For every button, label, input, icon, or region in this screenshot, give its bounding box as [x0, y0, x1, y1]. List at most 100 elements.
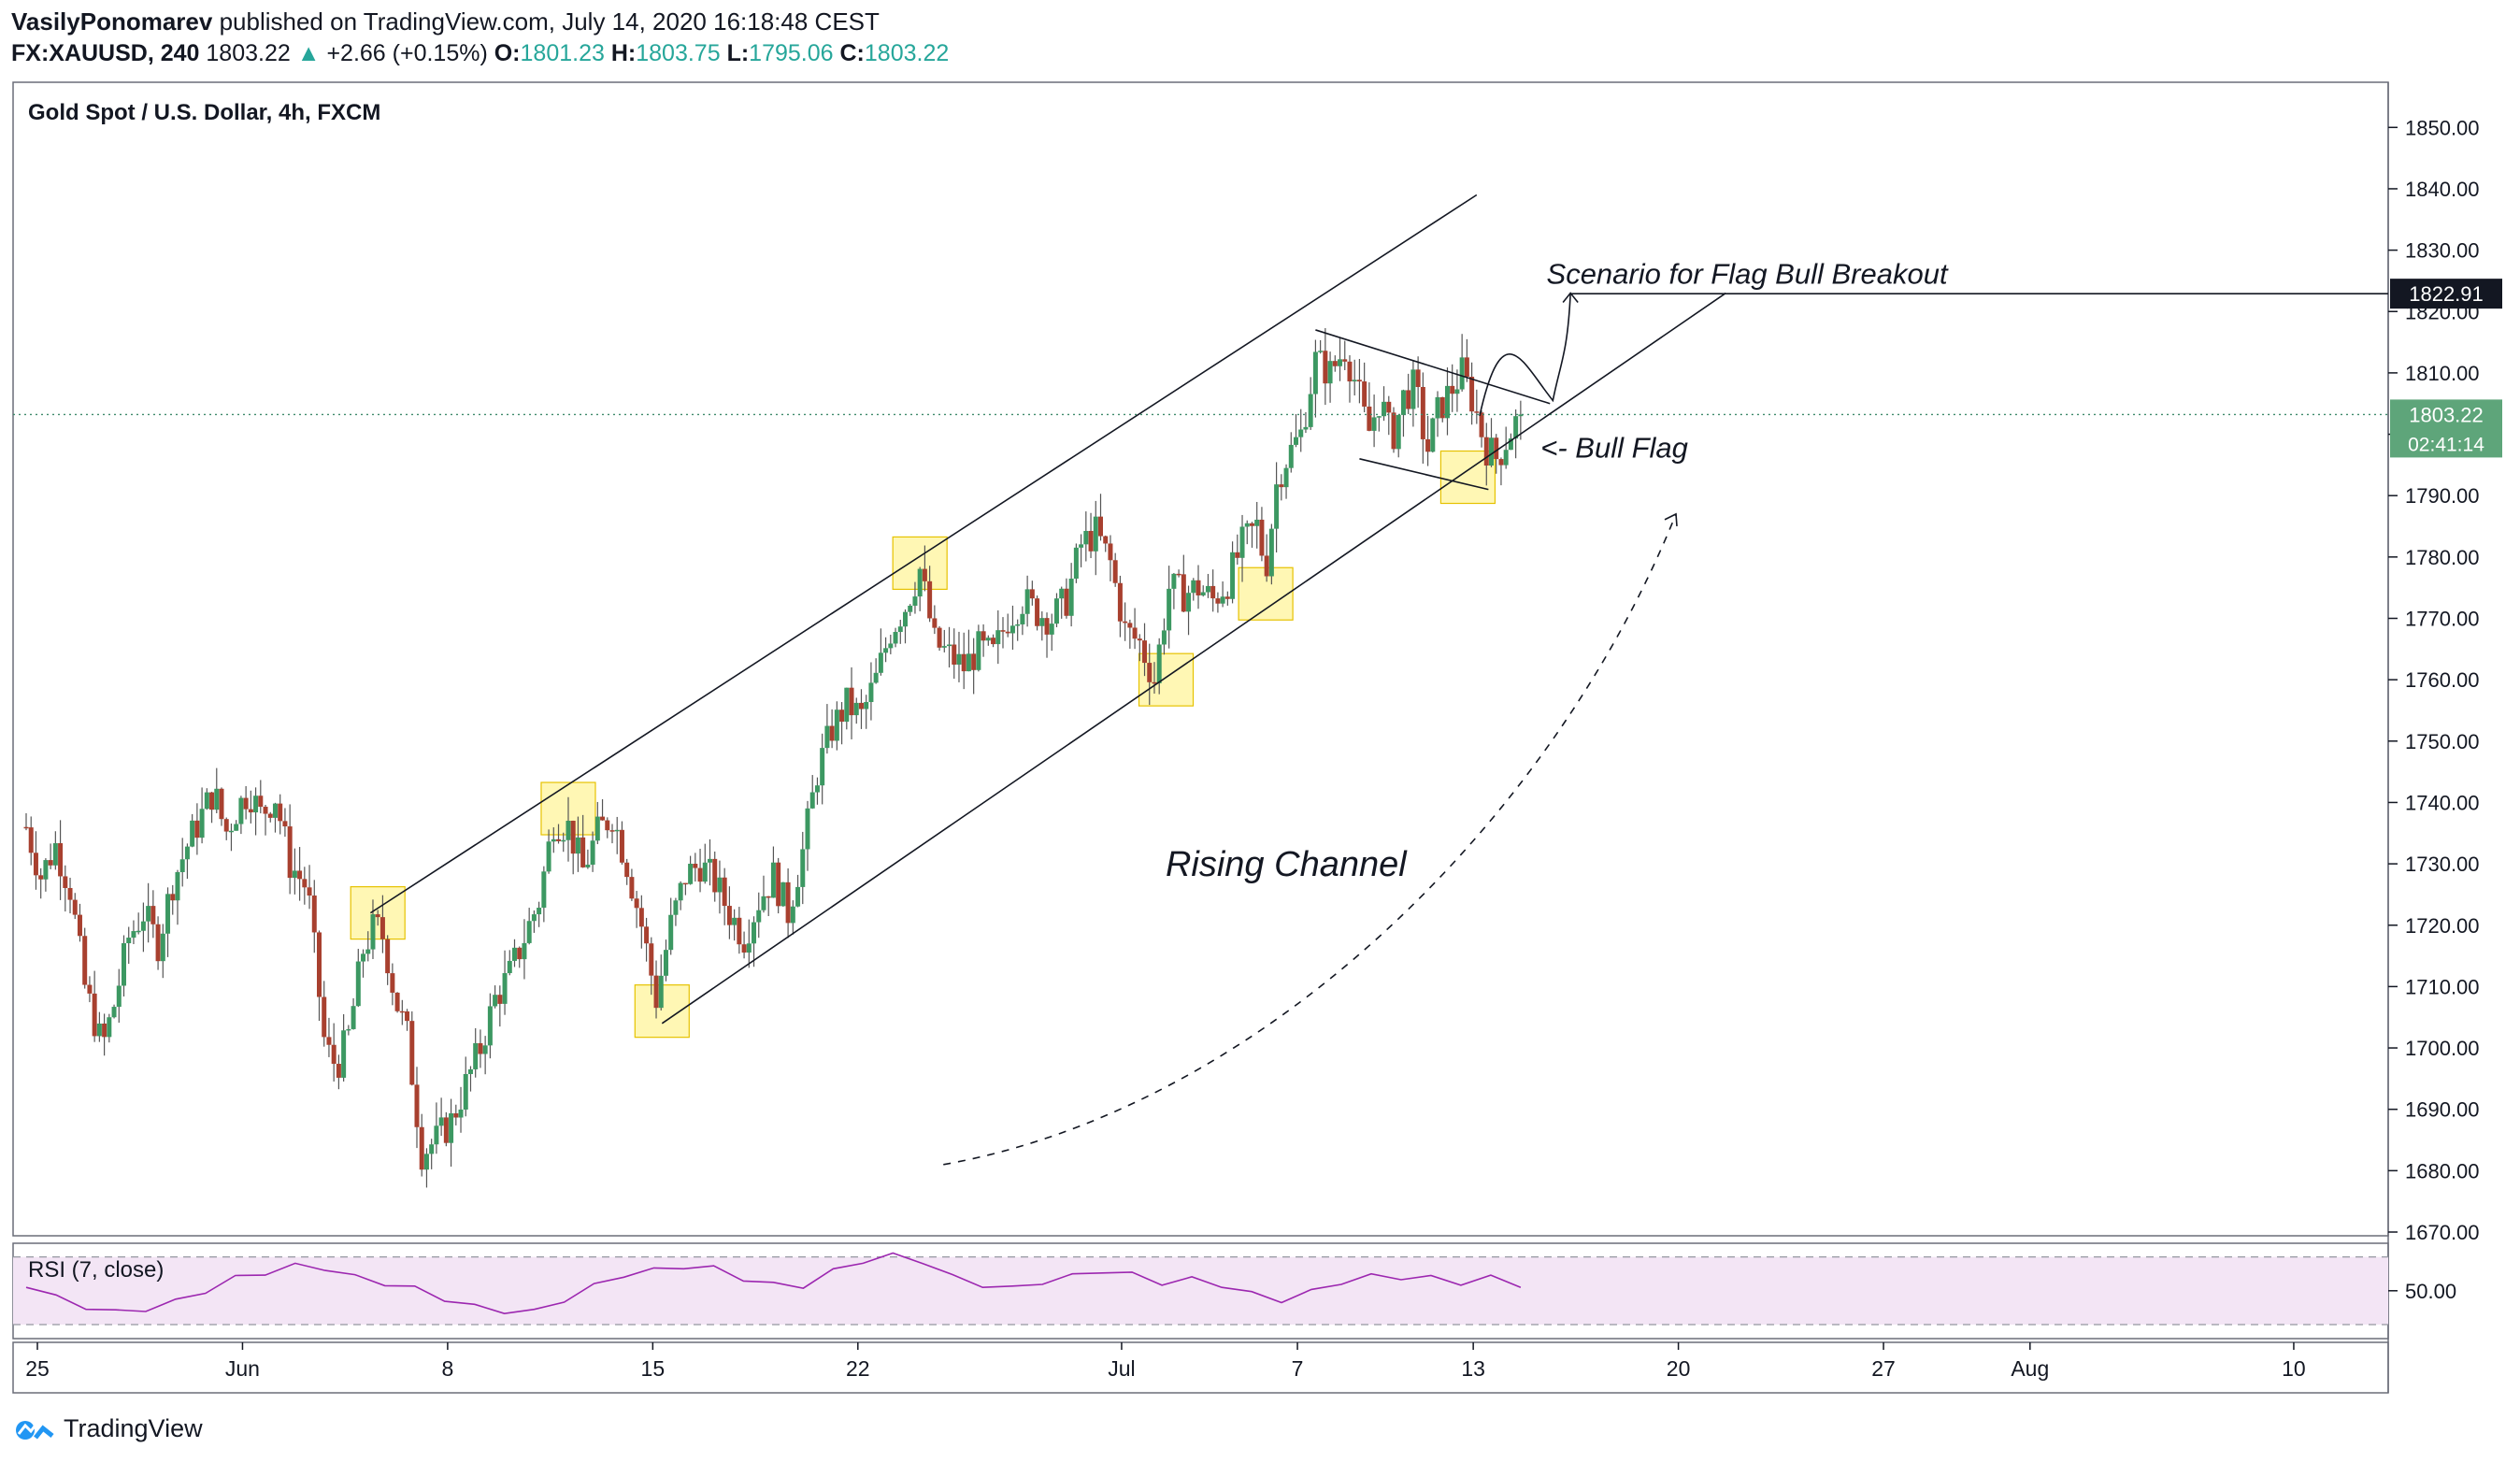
- drawings[interactable]: Scenario for Flag Bull Breakout <- Bull F…: [13, 194, 2388, 1166]
- candle-up: [985, 638, 991, 641]
- candle-up: [1312, 351, 1318, 394]
- candle-up: [1220, 596, 1225, 604]
- time-tick-label: Jul: [1108, 1356, 1135, 1381]
- published-text: published on TradingView.com, July 14, 2…: [219, 7, 880, 36]
- candle-up: [1518, 414, 1524, 417]
- candle-up: [1239, 526, 1245, 558]
- candle-down: [1035, 598, 1040, 626]
- tradingview-brand: TradingView: [64, 1414, 203, 1442]
- candle-down: [322, 996, 327, 1038]
- candle-down: [619, 829, 624, 863]
- candle-up: [878, 652, 883, 673]
- candle-up: [1444, 385, 1450, 419]
- candle-down: [409, 1021, 415, 1085]
- candle-up: [702, 862, 708, 882]
- candle-up: [96, 1023, 102, 1037]
- chart-header: VasilyPonomarev published on TradingView…: [0, 0, 2520, 79]
- candle-up: [370, 914, 376, 950]
- candle-down: [1415, 369, 1421, 387]
- candle-up: [234, 824, 239, 831]
- tradingview-logo[interactable]: TradingView: [15, 1414, 203, 1443]
- author-name[interactable]: VasilyPonomarev: [11, 7, 213, 36]
- candle-down: [1142, 640, 1148, 664]
- price-tick-label: 1840.00: [2405, 178, 2480, 201]
- candle-up: [131, 931, 136, 939]
- candle-up: [1039, 618, 1045, 626]
- open-value: 1801.23: [520, 40, 605, 66]
- chart-frame: [12, 81, 2389, 1394]
- rsi-line: [25, 1252, 1522, 1315]
- tradingview-logo-icon: [16, 1420, 54, 1440]
- high-label: H:: [610, 40, 637, 66]
- price-tick-label: 1690.00: [2405, 1098, 2480, 1122]
- candle-up: [1073, 547, 1079, 579]
- candle-down: [58, 843, 64, 877]
- candle-down: [682, 882, 688, 885]
- candle-down: [331, 1044, 336, 1065]
- candle-up: [1454, 389, 1460, 394]
- candle-up: [770, 862, 776, 898]
- candle-up: [1244, 523, 1250, 527]
- candle-up: [473, 1042, 479, 1069]
- close-value: 1803.22: [864, 40, 950, 66]
- candle-up: [873, 672, 879, 683]
- candle-up: [844, 687, 850, 723]
- candle-down: [326, 1037, 332, 1045]
- candle-down: [981, 631, 986, 641]
- price-tick-label: 1730.00: [2405, 853, 2480, 876]
- candle-down: [379, 917, 385, 939]
- candle-down: [1391, 412, 1396, 450]
- candle-up: [1352, 380, 1357, 382]
- candle-down: [1249, 523, 1254, 526]
- candle-up: [658, 975, 664, 1009]
- time-tick-label: 15: [641, 1356, 666, 1381]
- high-value: 1803.75: [636, 40, 721, 66]
- candle-up: [1186, 593, 1192, 612]
- candle-up: [1318, 351, 1324, 352]
- candle-up: [1020, 613, 1025, 624]
- rsi-title: RSI (7, close): [28, 1257, 164, 1283]
- candle-down: [155, 924, 161, 962]
- candle-down: [390, 973, 395, 993]
- candle-down: [1450, 385, 1455, 394]
- candle-up: [52, 843, 58, 866]
- candle-down: [961, 653, 966, 672]
- candle-up: [522, 942, 527, 960]
- candle-up: [179, 859, 185, 872]
- price-tick-label: 1670.00: [2405, 1221, 2480, 1244]
- candle-down: [1323, 351, 1328, 384]
- flag-upper-line: [1315, 329, 1551, 405]
- candle-up: [449, 1113, 454, 1143]
- symbol-label[interactable]: FX:XAUUSD, 240: [11, 40, 200, 66]
- support-highlight-box: [1138, 652, 1195, 707]
- candle-up: [1327, 361, 1333, 384]
- candle-down: [1224, 596, 1230, 599]
- candle-down: [311, 896, 317, 933]
- candle-up: [1200, 592, 1206, 595]
- price-tick-label: 1710.00: [2405, 975, 2480, 998]
- candle-up: [107, 1017, 112, 1038]
- candle-up: [1274, 484, 1280, 529]
- price-tick-label: 1700.00: [2405, 1037, 2480, 1060]
- candle-up: [947, 644, 952, 647]
- candle-up: [1430, 418, 1436, 452]
- candle-down: [776, 862, 781, 907]
- candle-down: [92, 993, 97, 1037]
- candle-down: [102, 1023, 107, 1038]
- candle-up: [434, 1125, 439, 1145]
- candle-up: [594, 816, 600, 841]
- candle-down: [1425, 438, 1431, 452]
- time-tick-label: 8: [442, 1356, 454, 1381]
- candle-down: [497, 995, 503, 1004]
- candle-down: [77, 914, 82, 937]
- candle-up: [888, 643, 894, 649]
- candle-up: [1024, 589, 1030, 614]
- candle-up: [493, 995, 498, 1007]
- candle-down: [1137, 638, 1142, 641]
- candle-down: [600, 816, 606, 821]
- candle-up: [790, 906, 795, 924]
- candle-up: [756, 910, 762, 923]
- rsi-pane[interactable]: 50.00: [13, 1252, 2456, 1326]
- candle-down: [1215, 598, 1221, 604]
